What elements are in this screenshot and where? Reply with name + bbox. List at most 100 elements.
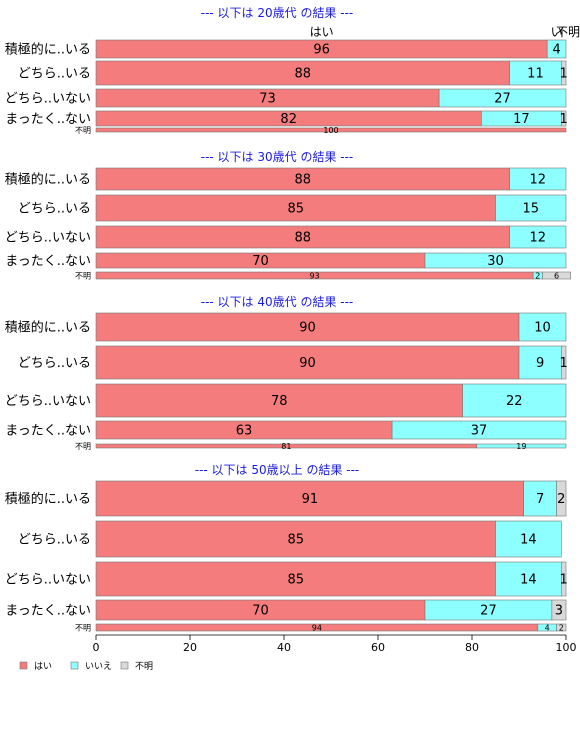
- row-label: まったく..ない: [5, 254, 91, 269]
- bar-segment: [462, 383, 567, 418]
- row-label: まったく..ない: [5, 112, 91, 127]
- series-header-label: はい: [310, 25, 334, 39]
- bar-value-label: 88: [295, 173, 312, 188]
- bar-value-label: 85: [287, 573, 304, 588]
- bar-segment: [495, 520, 562, 558]
- bar-segment: [509, 167, 567, 191]
- bar-value-label: 19: [516, 442, 526, 451]
- row-label: 積極的に..いる: [5, 320, 91, 336]
- x-tick-label: 0: [93, 641, 100, 654]
- bar-segment: [476, 443, 567, 449]
- bar-value-label: 90: [299, 321, 316, 336]
- bar-segment: [542, 271, 572, 280]
- bar-value-label: 94: [312, 623, 322, 632]
- row-label: どちら..いない: [5, 573, 91, 588]
- bar-value-label: 27: [480, 604, 497, 619]
- row-label: どちら..いる: [18, 533, 91, 548]
- row-label: 積極的に..いる: [5, 491, 91, 507]
- bar-value-label: 4: [552, 43, 560, 58]
- bar-value-label: 7: [536, 492, 544, 507]
- bar-segment: [95, 345, 520, 380]
- bar-value-label: 11: [527, 67, 544, 82]
- bar-value-label: 17: [513, 112, 530, 127]
- bar-value-label: 73: [259, 92, 276, 107]
- bar-segment: [509, 60, 562, 86]
- bar-value-label: 10: [534, 321, 551, 336]
- bar-segment: [560, 561, 567, 597]
- bar-value-label: 1: [560, 356, 568, 371]
- bar-value-label: 9: [536, 356, 544, 371]
- bar-segment: [551, 599, 567, 621]
- bar-value-label: 2: [557, 492, 565, 507]
- panel-title: --- 以下は 50歳以上 の結果 ---: [195, 463, 360, 477]
- bar-segment: [556, 623, 567, 632]
- legend-swatch: [19, 661, 28, 670]
- series-header-label: い: [551, 25, 563, 39]
- bar-value-label: 100: [323, 126, 338, 135]
- bar-value-label: 70: [252, 254, 269, 269]
- bar-value-label: 1: [560, 573, 568, 588]
- bar-value-label: 12: [530, 231, 547, 246]
- bar-value-label: 1: [560, 112, 568, 127]
- bar-value-label: 3: [555, 604, 563, 619]
- bar-segment: [495, 194, 567, 222]
- row-label: どちら..いない: [5, 231, 91, 246]
- bar-value-label: 85: [287, 202, 304, 217]
- row-label: 不明: [75, 442, 91, 451]
- row-label: どちら..いる: [18, 67, 91, 82]
- bar-segment: [95, 383, 463, 418]
- bar-value-label: 96: [313, 43, 330, 58]
- row-label: 積極的に..いる: [5, 42, 91, 58]
- bar-value-label: 88: [295, 231, 312, 246]
- bar-segment: [424, 252, 567, 269]
- bar-value-label: 15: [522, 202, 539, 217]
- panel-title: --- 以下は 40歳代 の結果 ---: [201, 295, 354, 309]
- legend-swatch: [120, 661, 129, 670]
- bar-segment: [523, 480, 557, 517]
- legend-label: 不明: [135, 661, 153, 672]
- bar-segment: [546, 39, 567, 59]
- legend-label: はい: [34, 661, 52, 672]
- bar-value-label: 90: [299, 356, 316, 371]
- bar-value-label: 93: [309, 271, 319, 280]
- series-header-label: 不明: [556, 25, 580, 39]
- row-label: 不明: [75, 271, 91, 280]
- row-label: 不明: [75, 126, 91, 135]
- legend-swatch: [70, 661, 79, 670]
- panel-title: --- 以下は 30歳代 の結果 ---: [201, 150, 354, 164]
- bar-segment: [560, 60, 567, 86]
- bar-segment: [509, 225, 567, 249]
- bar-segment: [95, 194, 496, 222]
- row-label: どちら..いる: [18, 202, 91, 217]
- row-label: どちら..いない: [5, 394, 91, 409]
- bar-segment: [391, 420, 567, 440]
- bar-segment: [560, 345, 567, 380]
- bar-segment: [560, 110, 567, 127]
- x-tick-label: 80: [465, 641, 479, 654]
- row-label: どちら..いない: [5, 92, 91, 107]
- bar-value-label: 6: [554, 271, 559, 280]
- bar-value-label: 14: [520, 533, 537, 548]
- bar-value-label: 14: [520, 573, 537, 588]
- bar-value-label: 78: [271, 394, 288, 409]
- bar-value-label: 22: [506, 394, 523, 409]
- bar-value-label: 37: [471, 424, 488, 439]
- bar-segment: [95, 127, 567, 133]
- row-label: まったく..ない: [5, 424, 91, 439]
- bar-segment: [495, 561, 562, 597]
- x-tick-label: 20: [183, 641, 197, 654]
- bar-segment: [518, 312, 567, 342]
- bar-value-label: 2: [559, 623, 564, 632]
- bar-value-label: 63: [236, 424, 253, 439]
- bar-value-label: 85: [287, 533, 304, 548]
- row-label: どちら..いる: [18, 356, 91, 371]
- bar-segment: [95, 480, 525, 517]
- bar-value-label: 12: [530, 173, 547, 188]
- row-label: まったく..ない: [5, 604, 91, 619]
- bar-value-label: 30: [487, 254, 504, 269]
- bar-segment: [438, 88, 567, 108]
- bar-value-label: 70: [252, 604, 269, 619]
- x-tick-label: 100: [556, 641, 577, 654]
- bar-value-label: 1: [560, 67, 568, 82]
